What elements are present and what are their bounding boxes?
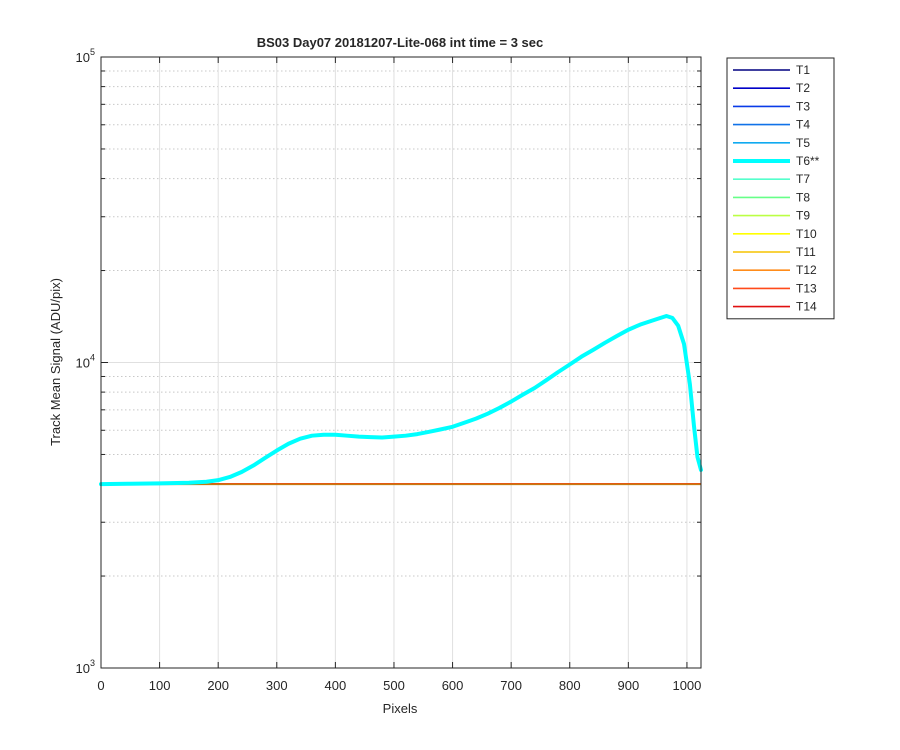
legend-entry-label: T13 bbox=[796, 281, 817, 295]
x-tick-label: 300 bbox=[266, 678, 288, 693]
legend: T1 T2 T3 T4 T5 T6** T7 T8 T9 T10 T11 T12 T13 T14 bbox=[726, 57, 835, 320]
chart-title: BS03 Day07 20181207-Lite-068 int time = … bbox=[257, 35, 544, 50]
x-tick-label: 0 bbox=[97, 678, 104, 693]
legend-entry-label: T14 bbox=[796, 300, 817, 314]
series-line-t6 bbox=[99, 313, 703, 487]
legend-entry-label: T5 bbox=[796, 136, 810, 150]
y-tick-label: 105 bbox=[76, 47, 95, 65]
legend-entry-label: T3 bbox=[796, 99, 810, 113]
y-axis-label: Track Mean Signal (ADU/pix) bbox=[48, 278, 63, 446]
x-tick-label: 200 bbox=[207, 678, 229, 693]
y-tick-label: 104 bbox=[76, 353, 95, 371]
legend-entry-label: T7 bbox=[796, 172, 810, 186]
x-tick-label: 500 bbox=[383, 678, 405, 693]
x-tick-label: 600 bbox=[442, 678, 464, 693]
x-tick-label: 1000 bbox=[672, 678, 701, 693]
legend-entry-label: T2 bbox=[796, 81, 810, 95]
legend-entry-label: T6** bbox=[796, 154, 820, 168]
legend-entry-label: T1 bbox=[796, 63, 810, 77]
legend-entry-label: T11 bbox=[796, 245, 816, 259]
x-tick-label: 700 bbox=[500, 678, 522, 693]
x-tick-label: 400 bbox=[325, 678, 347, 693]
x-tick-label: 900 bbox=[617, 678, 639, 693]
legend-box bbox=[726, 57, 835, 320]
legend-entry-label: T9 bbox=[796, 209, 810, 223]
x-axis-label: Pixels bbox=[383, 701, 418, 716]
x-tick-label: 100 bbox=[149, 678, 171, 693]
axes-box bbox=[100, 56, 702, 669]
legend-entry-label: T4 bbox=[796, 118, 810, 132]
y-tick-label: 103 bbox=[76, 658, 95, 676]
legend-entry-label: T8 bbox=[796, 190, 810, 204]
legend-entry-label: T12 bbox=[796, 263, 817, 277]
legend-entry-label: T10 bbox=[796, 227, 817, 241]
x-tick-label: 800 bbox=[559, 678, 581, 693]
plot-area: 0 100 200 300 400 500 600 700 800 900 1000 103 104 10… bbox=[76, 47, 703, 693]
